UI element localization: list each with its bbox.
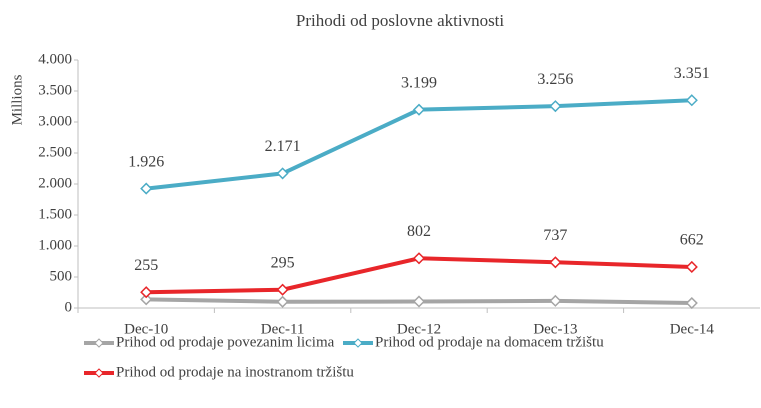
marker [412, 295, 426, 308]
y-tick-label: 500 [50, 268, 73, 284]
marker [276, 295, 289, 308]
x-tick-label: Dec-10 [124, 321, 168, 337]
chart-title: Prihodi od poslovne aktivnosti [296, 11, 505, 30]
y-tick-label: 3.000 [38, 113, 72, 129]
x-tick-label: Dec-12 [397, 321, 441, 337]
marker [140, 286, 153, 299]
y-tick-label: 3.500 [38, 82, 72, 98]
legend-label: Prihod od prodaje na domacem tržištu [375, 334, 604, 350]
legend-marker [353, 338, 363, 348]
marker [549, 256, 562, 269]
marker [549, 294, 562, 307]
marker [412, 103, 426, 116]
data-label: 802 [407, 223, 431, 240]
y-tick-label: 2.000 [38, 175, 72, 191]
data-label: 3.256 [537, 71, 573, 88]
y-tick-label: 2.500 [38, 144, 72, 160]
marker [685, 260, 698, 274]
marker [276, 167, 289, 180]
marker [685, 94, 698, 107]
data-label: 737 [543, 227, 567, 244]
data-label: 3.351 [674, 65, 710, 82]
legend-marker [94, 338, 104, 348]
marker [549, 100, 562, 113]
y-tick-label: 0 [65, 299, 73, 315]
data-label: 1.926 [128, 153, 164, 170]
x-tick-label: Dec-11 [261, 321, 305, 337]
data-label: 255 [134, 257, 158, 274]
data-label: 2.171 [265, 138, 301, 155]
marker [412, 252, 426, 265]
data-label: 295 [271, 254, 295, 271]
legend-marker [94, 368, 104, 378]
marker [276, 283, 289, 296]
marker [140, 293, 153, 306]
y-tick-label: 1.500 [38, 206, 72, 222]
marker [140, 182, 153, 195]
data-label: 3.199 [401, 74, 437, 91]
data-label: 662 [680, 232, 704, 249]
x-tick-label: Dec-13 [533, 321, 577, 337]
x-tick-label: Dec-14 [670, 321, 715, 337]
y-axis-label: Millions [9, 74, 25, 125]
y-tick-label: 1.000 [38, 237, 72, 253]
legend-label: Prihod od prodaje povezanim licima [116, 334, 335, 350]
y-tick-label: 4.000 [38, 51, 72, 67]
legend-label: Prihod od prodaje na inostranom tržištu [116, 364, 354, 380]
marker [685, 296, 698, 310]
